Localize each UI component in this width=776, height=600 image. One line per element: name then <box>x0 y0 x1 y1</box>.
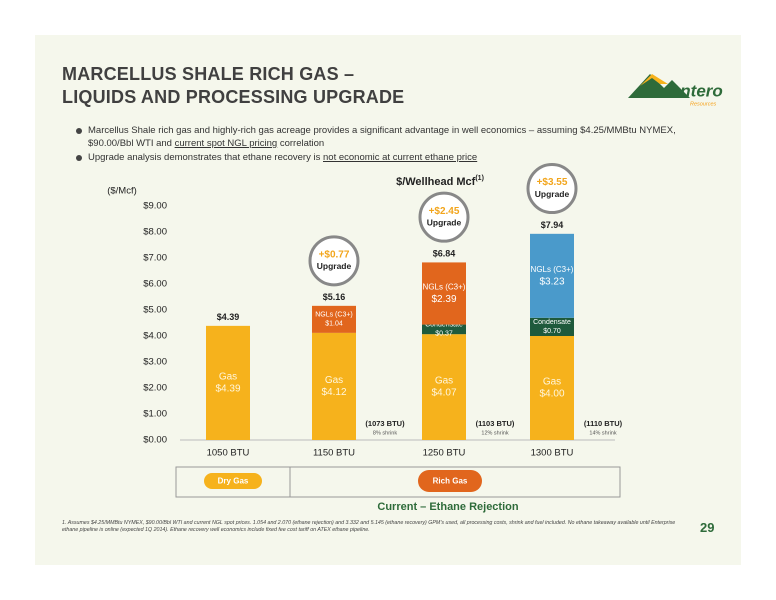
chart-title-sup: (1) <box>475 175 484 182</box>
underlined-text: not economic at current ethane price <box>323 152 478 163</box>
underlined-text: current spot NGL pricing <box>174 138 278 149</box>
bullet-text: Upgrade analysis demonstrates that ethan… <box>88 152 323 163</box>
upgrade-text: Upgrade <box>427 217 462 227</box>
shrink-pct: 12% shrink <box>481 430 508 436</box>
x-tick-label: 1050 BTU <box>207 448 250 459</box>
y-tick-label: $6.00 <box>143 279 167 290</box>
bullet-text: Marcellus Shale rich gas and highly-rich… <box>88 125 676 149</box>
upgrade-amount: +$3.55 <box>537 177 568 188</box>
bullet-list: Marcellus Shale rich gas and highly-rich… <box>74 124 714 165</box>
segment-name: Gas <box>543 377 561 388</box>
shrink-btu: (1110 BTU) <box>584 419 623 428</box>
segment-value: $0.70 <box>543 328 561 335</box>
segment-value: $2.39 <box>431 294 456 305</box>
dry-gas-label: Dry Gas <box>218 477 249 486</box>
y-tick-label: $9.00 <box>143 201 167 212</box>
x-tick-label: 1150 BTU <box>313 448 355 459</box>
y-tick-label: $0.00 <box>143 435 167 446</box>
slide-panel <box>35 35 741 565</box>
segment-name: Gas <box>219 372 237 383</box>
segment-name: Condensate <box>425 322 463 329</box>
segment-name: NGLs (C3+) <box>423 283 466 292</box>
logo: Antero Resources <box>628 74 723 107</box>
segment-name: Gas <box>435 376 453 387</box>
total-label: $4.39 <box>217 312 240 322</box>
segment-caption: Current – Ethane Rejection <box>377 501 518 513</box>
bar-segment <box>312 305 356 333</box>
y-tick-label: $3.00 <box>143 357 167 368</box>
logo-peak <box>640 74 668 86</box>
segment-value: $1.04 <box>325 321 343 328</box>
upgrade-text: Upgrade <box>317 261 352 271</box>
bar-segment <box>422 262 466 325</box>
total-label: $5.16 <box>323 292 346 302</box>
segment-value: $4.12 <box>321 387 346 398</box>
bar-segment <box>422 334 466 440</box>
y-tick-label: $1.00 <box>143 409 167 420</box>
bullet: Marcellus Shale rich gas and highly-rich… <box>74 124 714 150</box>
y-tick-label: $4.00 <box>143 331 167 342</box>
segment-box <box>175 466 621 498</box>
bullet: Upgrade analysis demonstrates that ethan… <box>74 151 714 164</box>
logo-mountain <box>628 74 690 98</box>
total-label: $6.84 <box>433 249 456 259</box>
y-tick-label: $8.00 <box>143 227 167 238</box>
chart-title-text: $/Wellhead Mcf <box>396 176 476 188</box>
chart-title: $/Wellhead Mcf(1) <box>396 175 484 188</box>
segment-value: $4.39 <box>215 384 240 395</box>
bar-segment <box>206 325 250 440</box>
upgrade-text: Upgrade <box>535 189 570 199</box>
x-tick-label: 1300 BTU <box>531 448 574 459</box>
total-label: $7.94 <box>541 220 564 230</box>
y-tick-label: $5.00 <box>143 305 167 316</box>
footnote: 1. Assumes $4.25/MMBtu NYMEX, $90.00/Bbl… <box>62 520 676 533</box>
y-tick-label: $7.00 <box>143 253 167 264</box>
rich-gas-label: Rich Gas <box>433 477 468 486</box>
y-tick-label: $2.00 <box>143 383 167 394</box>
page-number: 29 <box>700 520 715 535</box>
segment-name: NGLs (C3+) <box>315 312 353 319</box>
segment-value: $4.00 <box>539 389 564 400</box>
shrink-btu: (1103 BTU) <box>476 419 515 428</box>
bar-segment <box>422 324 466 335</box>
shrink-pct: 8% shrink <box>373 430 397 436</box>
upgrade-amount: +$2.45 <box>429 206 460 217</box>
bar-segment <box>530 336 574 440</box>
upgrade-circle <box>418 191 470 243</box>
rich-gas-pill <box>418 470 482 492</box>
upgrade-circle <box>308 235 360 287</box>
segment-value: $4.07 <box>431 388 456 399</box>
bar-segment <box>530 233 574 318</box>
shrink-pct: 14% shrink <box>589 430 616 436</box>
segment-value: $0.37 <box>435 331 453 338</box>
segment-name: NGLs (C3+) <box>531 265 574 274</box>
bar-segment <box>312 332 356 440</box>
title-line: MARCELLUS SHALE RICH GAS – <box>62 64 355 84</box>
y-axis-label: ($/Mcf) <box>107 186 137 197</box>
dry-gas-pill <box>204 473 262 489</box>
upgrade-amount: +$0.77 <box>319 249 350 260</box>
upgrade-circle <box>526 163 578 215</box>
logo-name: Antero <box>667 81 723 100</box>
segment-name: Gas <box>325 375 343 386</box>
x-tick-label: 1250 BTU <box>423 448 466 459</box>
segment-value: $3.23 <box>539 276 564 287</box>
shrink-btu: (1073 BTU) <box>365 419 405 428</box>
bar-segment <box>530 317 574 336</box>
title-line: LIQUIDS AND PROCESSING UPGRADE <box>62 87 405 107</box>
logo-tagline: Resources <box>690 101 717 107</box>
bullet-text: correlation <box>277 138 325 149</box>
segment-name: Condensate <box>533 319 571 326</box>
